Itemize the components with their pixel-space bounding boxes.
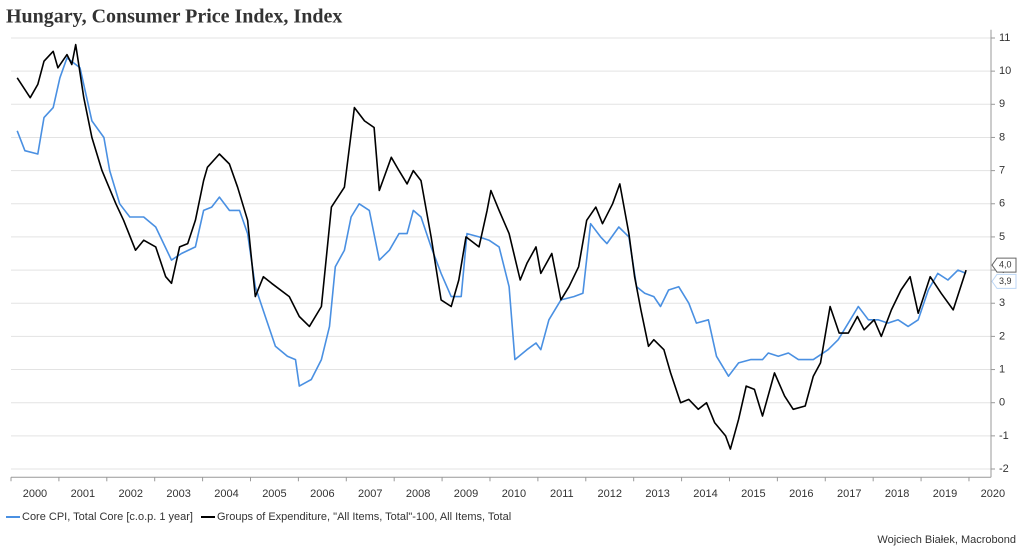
- x-tick-label: 2011: [550, 488, 574, 500]
- chart-title: Hungary, Consumer Price Index, Index: [6, 6, 342, 28]
- x-tick-label: 2002: [119, 488, 143, 500]
- legend-label: Core CPI, Total Core [c.o.p. 1 year]: [22, 511, 193, 523]
- x-tick-label: 2016: [789, 488, 813, 500]
- x-tick-label: 2019: [933, 488, 957, 500]
- x-tick-label: 2015: [741, 488, 765, 500]
- y-tick-label: 0: [999, 397, 1005, 409]
- end-label: 4,0: [999, 259, 1012, 269]
- line-series: [16, 43, 967, 450]
- x-tick-label: 2000: [23, 488, 47, 500]
- y-tick-label: 3: [999, 297, 1005, 309]
- x-tick-label: 2003: [166, 488, 190, 500]
- x-tick-label: 2007: [358, 488, 382, 500]
- x-tick-label: 2004: [214, 488, 238, 500]
- x-tick-label: 2020: [981, 488, 1005, 500]
- line-series: [16, 57, 967, 387]
- legend-label: Groups of Expenditure, "All Items, Total…: [217, 511, 511, 523]
- y-tick-label: 7: [999, 165, 1005, 177]
- x-tick-label: 2001: [71, 488, 95, 500]
- y-tick-label: 2: [999, 330, 1005, 342]
- end-label-box: [991, 273, 1017, 289]
- source: Wojciech Białek, Macrobond: [877, 534, 1016, 546]
- y-tick-label: 9: [999, 98, 1005, 110]
- y-tick-label: -2: [999, 463, 1009, 475]
- x-tick-label: 2005: [262, 488, 286, 500]
- y-tick-label: 11: [999, 32, 1010, 44]
- y-tick-label: 6: [999, 198, 1005, 210]
- y-tick-label: 1: [999, 363, 1005, 375]
- x-tick-label: 2010: [502, 488, 526, 500]
- x-tick-label: 2014: [693, 488, 717, 500]
- x-tick-label: 2006: [310, 488, 334, 500]
- y-tick-label: -1: [999, 430, 1009, 442]
- x-tick-label: 2008: [406, 488, 430, 500]
- y-tick-label: 5: [999, 231, 1005, 243]
- y-tick-label: 8: [999, 131, 1005, 143]
- x-tick-label: 2018: [885, 488, 909, 500]
- end-label: 3,9: [999, 276, 1012, 286]
- x-tick-label: 2012: [597, 488, 621, 500]
- y-tick-label: 10: [999, 65, 1011, 77]
- x-tick-label: 2013: [645, 488, 669, 500]
- x-tick-label: 2017: [837, 488, 861, 500]
- end-label-box: [991, 257, 1017, 273]
- x-tick-label: 2009: [454, 488, 478, 500]
